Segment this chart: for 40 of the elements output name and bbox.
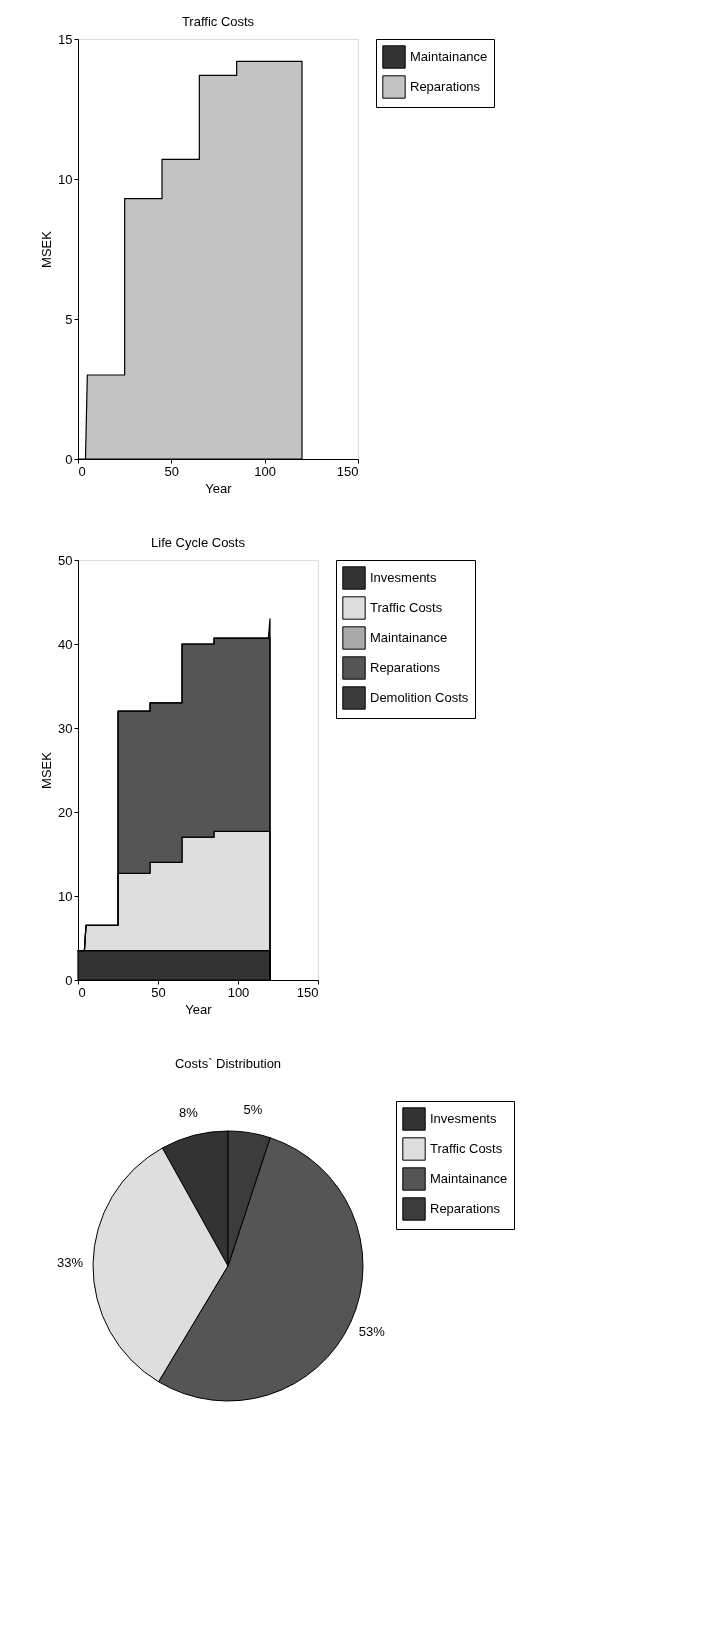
legend-label: Maintainance xyxy=(410,49,488,64)
legend-label: Reparations xyxy=(430,1201,501,1216)
x-tick-label: 0 xyxy=(78,984,86,1000)
chart-title: Costs` Distribution xyxy=(174,1055,282,1071)
x-tick-label: 50 xyxy=(151,984,166,1000)
y-axis-title: MSEK xyxy=(39,751,55,789)
legend-label: Invesments xyxy=(430,1111,497,1126)
x-tick-label: 100 xyxy=(227,984,250,1000)
x-tick-label: 150 xyxy=(296,984,319,1000)
y-tick-label: 20 xyxy=(58,804,73,820)
x-tick-label: 100 xyxy=(254,463,277,479)
x-axis-title: Year xyxy=(205,480,233,496)
x-axis-title: Year xyxy=(185,1001,213,1017)
data-label: 5% xyxy=(243,1101,263,1117)
x-tick-label: 150 xyxy=(336,463,359,479)
y-tick-label: 50 xyxy=(58,552,73,568)
legend-label: Maintainance xyxy=(370,630,448,645)
legend-label: Maintainance xyxy=(430,1171,508,1186)
y-tick-label: 30 xyxy=(58,720,73,736)
legend-label: Traffic Costs xyxy=(430,1141,503,1156)
y-tick-label: 40 xyxy=(58,636,73,652)
data-label: 8% xyxy=(178,1105,199,1121)
x-tick-label: 50 xyxy=(164,463,180,479)
y-tick-label: 5 xyxy=(65,311,73,327)
chart-title: Traffic Costs xyxy=(181,14,255,29)
legend-label: Reparations xyxy=(370,660,441,675)
y-tick-label: 0 xyxy=(65,451,73,467)
y-tick-label: 0 xyxy=(65,972,73,988)
legend-label: Reparations xyxy=(410,79,481,94)
legend-label: Invesments xyxy=(370,570,437,585)
y-tick-label: 10 xyxy=(58,171,73,187)
legend-label: Demolition Costs xyxy=(370,690,469,705)
y-tick-label: 10 xyxy=(58,888,73,904)
legend-label: Traffic Costs xyxy=(370,600,443,615)
x-tick-label: 0 xyxy=(78,463,86,479)
data-label: 53% xyxy=(358,1323,386,1339)
chart-title: Life Cycle Costs xyxy=(151,535,246,550)
data-label: 33% xyxy=(57,1255,84,1271)
y-tick-label: 15 xyxy=(58,31,73,47)
y-axis-title: MSEK xyxy=(39,230,55,268)
